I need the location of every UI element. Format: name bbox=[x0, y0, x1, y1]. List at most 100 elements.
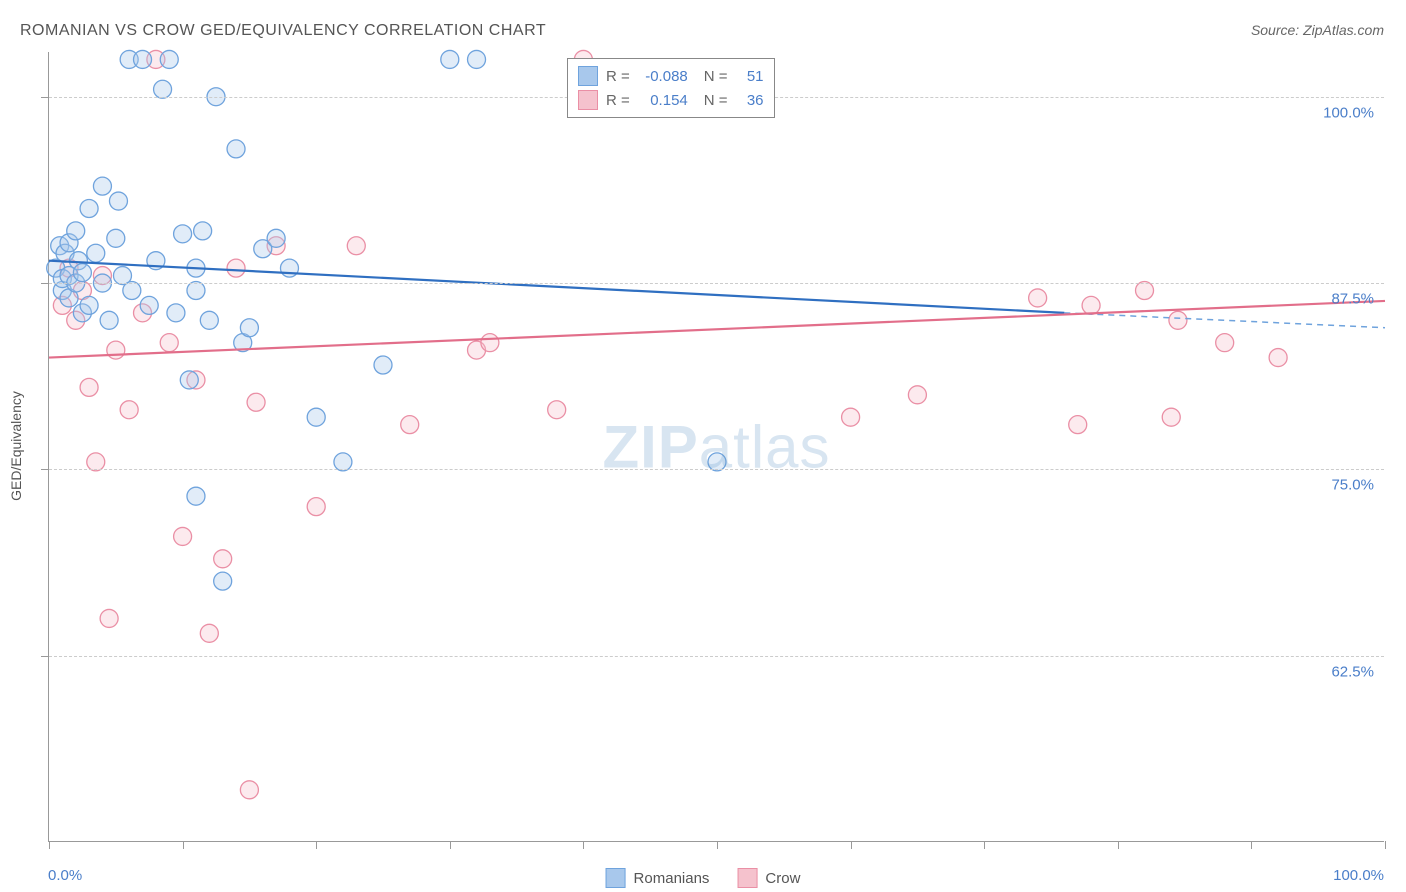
data-point-crow bbox=[842, 408, 860, 426]
legend-label-romanians: Romanians bbox=[634, 870, 710, 887]
data-point-crow bbox=[240, 781, 258, 799]
y-tick-label: 75.0% bbox=[1331, 477, 1374, 494]
stats-n-label: N = bbox=[704, 92, 728, 109]
data-point-crow bbox=[87, 453, 105, 471]
x-tick bbox=[183, 841, 184, 849]
data-point-crow bbox=[1029, 289, 1047, 307]
data-point-crow bbox=[174, 527, 192, 545]
data-point-romanians bbox=[468, 50, 486, 68]
data-point-romanians bbox=[174, 225, 192, 243]
data-point-romanians bbox=[374, 356, 392, 374]
data-point-romanians bbox=[109, 192, 127, 210]
data-point-crow bbox=[307, 498, 325, 516]
data-point-romanians bbox=[134, 50, 152, 68]
data-point-romanians bbox=[267, 229, 285, 247]
data-point-crow bbox=[481, 334, 499, 352]
data-point-romanians bbox=[307, 408, 325, 426]
x-tick bbox=[583, 841, 584, 849]
data-point-romanians bbox=[87, 244, 105, 262]
y-tick-label: 62.5% bbox=[1331, 663, 1374, 680]
plot-area: ZIPatlas 62.5%75.0%87.5%100.0% bbox=[48, 52, 1384, 842]
gridline bbox=[49, 469, 1384, 470]
x-tick bbox=[984, 841, 985, 849]
swatch-crow bbox=[737, 868, 757, 888]
data-point-crow bbox=[347, 237, 365, 255]
y-axis-label: GED/Equivalency bbox=[8, 391, 24, 501]
y-tick-label: 87.5% bbox=[1331, 291, 1374, 308]
legend-item-romanians: Romanians bbox=[606, 868, 710, 888]
data-point-romanians bbox=[107, 229, 125, 247]
y-tick bbox=[41, 97, 49, 98]
data-point-crow bbox=[120, 401, 138, 419]
data-point-crow bbox=[1216, 334, 1234, 352]
x-min-label: 0.0% bbox=[48, 867, 82, 884]
x-tick bbox=[1118, 841, 1119, 849]
x-tick bbox=[851, 841, 852, 849]
data-point-crow bbox=[160, 334, 178, 352]
data-point-romanians bbox=[214, 572, 232, 590]
data-point-romanians bbox=[187, 281, 205, 299]
data-point-romanians bbox=[180, 371, 198, 389]
data-point-crow bbox=[247, 393, 265, 411]
data-point-crow bbox=[227, 259, 245, 277]
swatch-romanians bbox=[578, 66, 598, 86]
data-point-romanians bbox=[140, 296, 158, 314]
legend-label-crow: Crow bbox=[765, 870, 800, 887]
data-point-crow bbox=[1169, 311, 1187, 329]
x-max-label: 100.0% bbox=[1333, 867, 1384, 884]
x-tick bbox=[450, 841, 451, 849]
stats-n-romanians: 51 bbox=[736, 68, 764, 85]
y-tick bbox=[41, 283, 49, 284]
chart-svg bbox=[49, 52, 1384, 841]
data-point-romanians bbox=[187, 487, 205, 505]
swatch-romanians bbox=[606, 868, 626, 888]
stats-r-crow: 0.154 bbox=[638, 92, 688, 109]
y-tick bbox=[41, 656, 49, 657]
data-point-crow bbox=[401, 416, 419, 434]
data-point-crow bbox=[107, 341, 125, 359]
stats-n-crow: 36 bbox=[736, 92, 764, 109]
chart-container: ROMANIAN VS CROW GED/EQUIVALENCY CORRELA… bbox=[0, 0, 1406, 892]
stats-row-crow: R = 0.154 N = 36 bbox=[578, 88, 764, 112]
chart-source: Source: ZipAtlas.com bbox=[1251, 22, 1384, 38]
legend-item-crow: Crow bbox=[737, 868, 800, 888]
data-point-romanians bbox=[80, 296, 98, 314]
x-tick bbox=[1251, 841, 1252, 849]
data-point-crow bbox=[908, 386, 926, 404]
data-point-romanians bbox=[194, 222, 212, 240]
stats-row-romanians: R = -0.088 N = 51 bbox=[578, 64, 764, 88]
stats-r-romanians: -0.088 bbox=[638, 68, 688, 85]
data-point-crow bbox=[1269, 349, 1287, 367]
y-tick-label: 100.0% bbox=[1323, 104, 1374, 121]
chart-title: ROMANIAN VS CROW GED/EQUIVALENCY CORRELA… bbox=[20, 22, 546, 40]
bottom-legend: Romanians Crow bbox=[606, 868, 801, 888]
stats-r-label: R = bbox=[606, 92, 630, 109]
data-point-romanians bbox=[154, 80, 172, 98]
data-point-crow bbox=[1069, 416, 1087, 434]
data-point-romanians bbox=[80, 200, 98, 218]
data-point-crow bbox=[1082, 296, 1100, 314]
y-tick bbox=[41, 469, 49, 470]
swatch-crow bbox=[578, 90, 598, 110]
data-point-romanians bbox=[200, 311, 218, 329]
x-tick bbox=[1385, 841, 1386, 849]
data-point-romanians bbox=[93, 177, 111, 195]
data-point-romanians bbox=[334, 453, 352, 471]
x-tick bbox=[717, 841, 718, 849]
stats-r-label: R = bbox=[606, 68, 630, 85]
data-point-romanians bbox=[67, 222, 85, 240]
data-point-crow bbox=[214, 550, 232, 568]
gridline bbox=[49, 283, 1384, 284]
stats-box: R = -0.088 N = 51 R = 0.154 N = 36 bbox=[567, 58, 775, 118]
data-point-crow bbox=[1136, 281, 1154, 299]
gridline bbox=[49, 656, 1384, 657]
data-point-crow bbox=[1162, 408, 1180, 426]
data-point-romanians bbox=[167, 304, 185, 322]
data-point-romanians bbox=[160, 50, 178, 68]
data-point-romanians bbox=[708, 453, 726, 471]
data-point-crow bbox=[80, 378, 98, 396]
data-point-romanians bbox=[123, 281, 141, 299]
data-point-crow bbox=[100, 609, 118, 627]
stats-n-label: N = bbox=[704, 68, 728, 85]
data-point-crow bbox=[548, 401, 566, 419]
